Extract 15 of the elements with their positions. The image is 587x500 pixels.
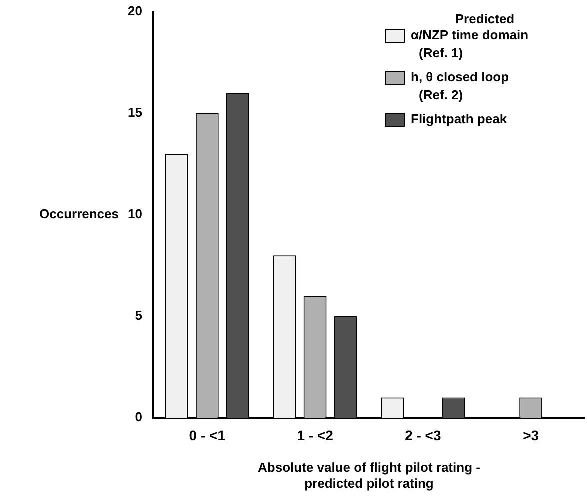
- y-tick-label: 10: [128, 206, 142, 222]
- x-tick-label: 0 - <1: [189, 427, 226, 444]
- x-tick-label: 2 - <3: [405, 427, 442, 444]
- legend-label: α/NZP time domain (Ref. 1): [411, 28, 529, 61]
- y-tick-label: 15: [128, 105, 142, 120]
- y-tick-label: 0: [135, 410, 142, 425]
- y-axis-title: Occurrences: [40, 206, 119, 222]
- legend-label: Flightpath peak: [411, 112, 508, 127]
- y-tick-label: 20: [128, 4, 142, 19]
- legend-label: h, θ closed loop (Ref. 2): [411, 70, 510, 103]
- x-tick-label: 1 - <2: [297, 427, 334, 444]
- x-tick-label: >3: [523, 427, 540, 444]
- y-tick-label: 5: [135, 308, 142, 324]
- legend-title: Predicted: [455, 12, 515, 27]
- x-axis-title: Absolute value of flight pilot rating - predicted pilot rating: [258, 460, 480, 491]
